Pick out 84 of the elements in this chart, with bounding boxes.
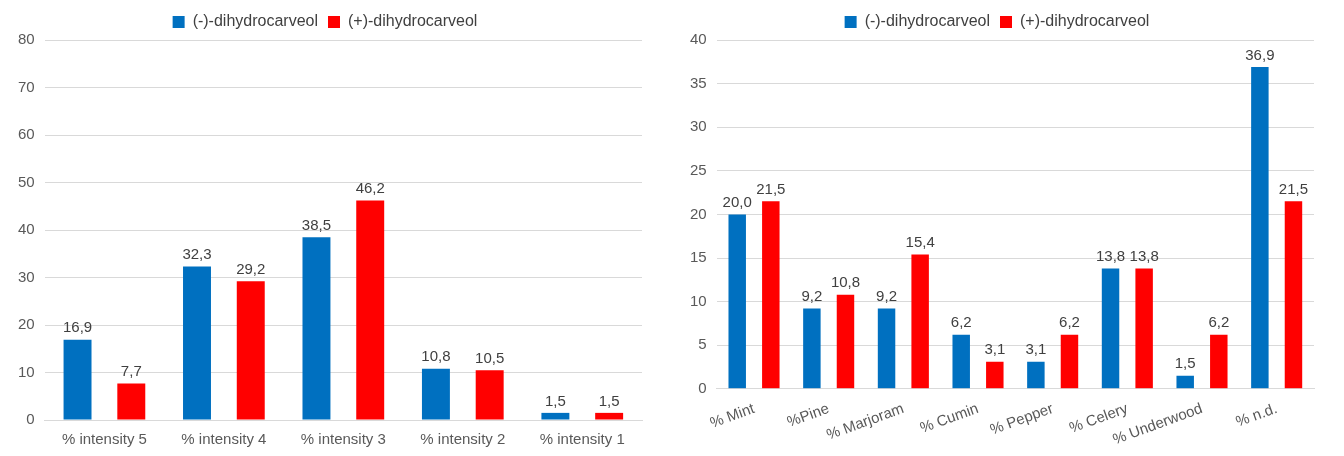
x-tick-label: % n.d. bbox=[1233, 399, 1280, 430]
data-label: 10,8 bbox=[830, 273, 861, 291]
y-tick-label: 50 bbox=[18, 172, 35, 190]
legend-label: (-)-dihydrocarveol bbox=[864, 12, 990, 30]
data-label: 15,4 bbox=[905, 233, 935, 251]
y-tick-label: 10 bbox=[18, 362, 35, 380]
y-tick-label: 60 bbox=[18, 125, 35, 143]
bar bbox=[877, 308, 896, 389]
y-tick-label: 5 bbox=[698, 335, 707, 353]
bar bbox=[475, 370, 504, 420]
bar bbox=[986, 361, 1004, 389]
data-label: 13,8 bbox=[1129, 247, 1159, 265]
bar bbox=[1210, 334, 1228, 389]
data-label: 46,2 bbox=[355, 179, 385, 197]
data-label: 6,2 bbox=[1059, 313, 1080, 331]
bar bbox=[1284, 201, 1303, 389]
y-tick-label: 15 bbox=[690, 248, 707, 266]
data-label: 10,8 bbox=[421, 347, 451, 365]
data-label: 29,2 bbox=[236, 259, 266, 277]
y-tick-label: 20 bbox=[18, 315, 35, 333]
data-label: 16,9 bbox=[62, 318, 93, 336]
bar bbox=[356, 200, 385, 420]
y-tick-label: 35 bbox=[690, 73, 707, 91]
bar bbox=[728, 214, 746, 389]
x-tick-label: %Pine bbox=[784, 399, 832, 430]
bar bbox=[1101, 268, 1120, 389]
y-tick-label: 0 bbox=[698, 379, 707, 396]
x-tick-label: % Cumin bbox=[917, 399, 981, 436]
bar bbox=[762, 201, 780, 389]
y-tick-label: 30 bbox=[690, 117, 707, 135]
y-tick-label: 25 bbox=[690, 160, 707, 178]
data-label: 1,5 bbox=[1174, 354, 1196, 372]
bar bbox=[952, 334, 970, 389]
data-label: 38,5 bbox=[301, 215, 332, 233]
data-label: 10,5 bbox=[475, 348, 505, 366]
data-label: 32,3 bbox=[182, 245, 212, 263]
x-tick-label: % intensity 4 bbox=[181, 430, 267, 448]
y-tick-label: 30 bbox=[18, 267, 35, 285]
bar bbox=[117, 383, 146, 420]
data-label: 21,5 bbox=[1278, 179, 1309, 197]
x-tick-label: % intensity 2 bbox=[420, 430, 506, 448]
data-label: 3,1 bbox=[1025, 340, 1047, 358]
y-tick-label: 10 bbox=[690, 291, 707, 309]
data-label: 9,2 bbox=[801, 287, 823, 305]
x-tick-label: % intensity 5 bbox=[61, 430, 147, 448]
bar bbox=[911, 254, 929, 389]
y-tick-label: 20 bbox=[690, 204, 707, 222]
bar bbox=[803, 308, 821, 389]
data-label: 20,0 bbox=[722, 193, 752, 211]
data-label: 1,5 bbox=[598, 391, 620, 409]
x-tick-label: % Mint bbox=[707, 398, 758, 431]
data-label: 21,5 bbox=[756, 179, 786, 197]
bar bbox=[183, 266, 211, 420]
data-label: 36,9 bbox=[1245, 45, 1275, 63]
bar bbox=[421, 368, 450, 420]
y-tick-label: 70 bbox=[18, 77, 35, 95]
y-tick-label: 80 bbox=[18, 30, 35, 48]
legend-label: (-)-dihydrocarveol bbox=[192, 12, 318, 30]
bar bbox=[1027, 361, 1045, 389]
data-label: 1,5 bbox=[544, 391, 566, 409]
legend-label: (+)-dihydrocarveol bbox=[347, 12, 478, 30]
y-tick-label: 0 bbox=[26, 410, 35, 428]
legend-label: (+)-dihydrocarveol bbox=[1019, 12, 1150, 30]
bar bbox=[1176, 375, 1194, 389]
bar bbox=[1135, 268, 1153, 389]
bar bbox=[836, 294, 855, 389]
bar bbox=[302, 237, 331, 420]
y-tick-label: 40 bbox=[690, 30, 707, 48]
data-label: 9,2 bbox=[876, 287, 897, 305]
bar bbox=[1060, 334, 1079, 389]
y-tick-label: 40 bbox=[18, 220, 35, 238]
x-tick-label: % Pepper bbox=[987, 399, 1056, 438]
bar bbox=[63, 339, 92, 420]
data-label: 3,1 bbox=[984, 340, 1006, 358]
bar bbox=[236, 281, 265, 420]
bar bbox=[541, 412, 570, 420]
bar bbox=[1251, 67, 1269, 389]
x-tick-label: % intensity 3 bbox=[300, 430, 386, 448]
bar bbox=[595, 412, 624, 420]
data-label: 7,7 bbox=[120, 362, 142, 380]
data-label: 6,2 bbox=[1208, 313, 1230, 331]
data-label: 6,2 bbox=[950, 313, 972, 331]
data-label: 13,8 bbox=[1095, 247, 1126, 265]
x-tick-label: % intensity 1 bbox=[539, 430, 625, 448]
